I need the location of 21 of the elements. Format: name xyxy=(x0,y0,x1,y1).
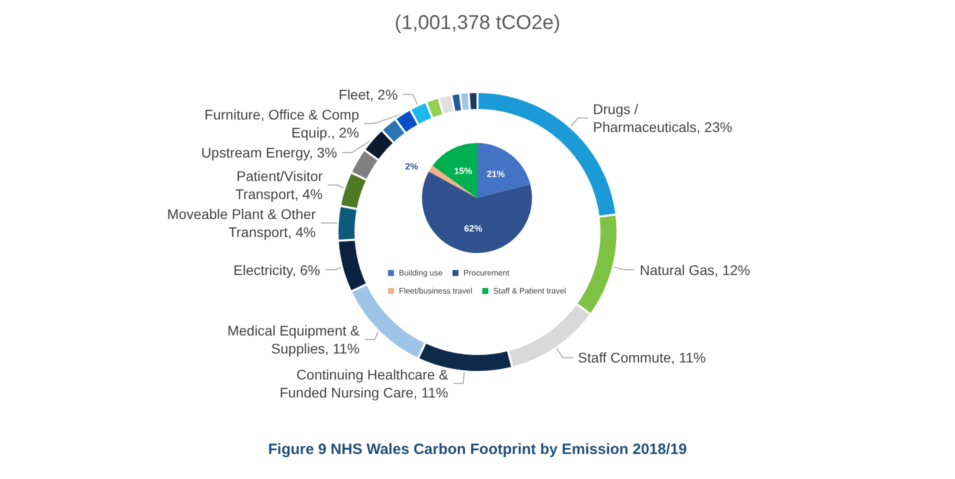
data-label: 2% xyxy=(405,161,418,172)
legend-label: Building use xyxy=(398,268,444,278)
chart-title: (1,001,378 tCO2e) xyxy=(394,12,560,34)
data-label: 21% xyxy=(486,168,505,179)
data-label: 62% xyxy=(464,223,482,234)
slice-label: Continuing Healthcare & Funded Nursing Care, 11% xyxy=(280,366,449,400)
data-label: 15% xyxy=(454,166,472,176)
slice-label: Electricity, 6% xyxy=(233,262,320,278)
slice-label: Drugs / Pharmaceuticals, 23% xyxy=(593,100,732,135)
slice-label: Moveable Plant & Other Transport, 4% xyxy=(167,206,316,240)
slice-label: Furniture, Office & Comp Equip., 2% xyxy=(204,106,360,140)
legend-label: Fleet/business travel xyxy=(398,286,473,296)
caption: Figure 9 NHS Wales Carbon Footprint by Emission 2018/19 xyxy=(268,441,687,458)
slice-label: Fleet, 2% xyxy=(338,86,398,102)
slice-label: Upstream Energy, 3% xyxy=(201,144,338,160)
slice-label: Staff Commute, 11% xyxy=(578,350,706,366)
slice-label: Patient/Visitor Transport, 4% xyxy=(235,168,323,202)
slice-label: Medical Equipment & Supplies, 11% xyxy=(227,322,360,356)
legend-label: Staff & Patient travel xyxy=(493,286,566,296)
legend-label: Procurement xyxy=(464,268,510,278)
slice-label: Natural Gas, 12% xyxy=(640,262,750,278)
